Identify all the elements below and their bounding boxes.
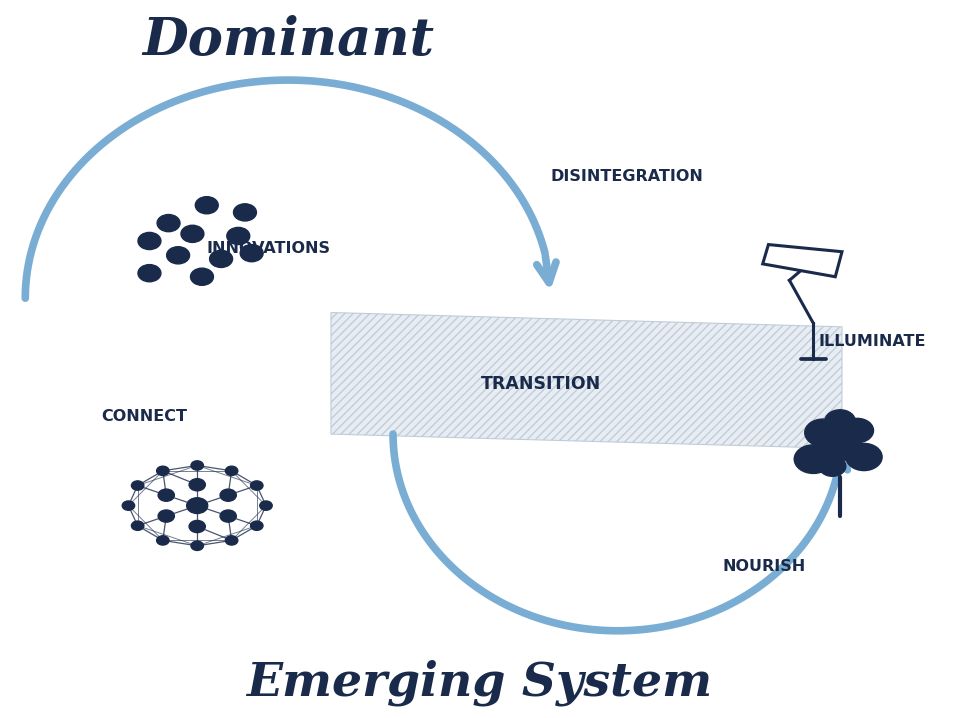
Circle shape: [225, 466, 238, 475]
Circle shape: [220, 510, 237, 522]
Polygon shape: [331, 312, 842, 449]
Text: DISINTEGRATION: DISINTEGRATION: [551, 169, 703, 184]
Circle shape: [156, 466, 169, 475]
Circle shape: [138, 265, 161, 281]
Circle shape: [225, 536, 238, 545]
Circle shape: [195, 197, 218, 214]
Circle shape: [131, 481, 144, 490]
Text: Emerging System: Emerging System: [246, 659, 712, 706]
Circle shape: [191, 268, 214, 285]
Circle shape: [794, 445, 833, 473]
Circle shape: [846, 444, 882, 470]
Circle shape: [841, 419, 874, 443]
Text: NOURISH: NOURISH: [722, 559, 806, 574]
Circle shape: [251, 481, 263, 490]
Circle shape: [167, 247, 190, 264]
Circle shape: [191, 541, 203, 551]
Circle shape: [825, 410, 855, 433]
Circle shape: [251, 521, 263, 531]
Text: TRANSITION: TRANSITION: [481, 375, 602, 393]
Circle shape: [158, 489, 174, 501]
Circle shape: [819, 456, 846, 476]
Text: ILLUMINATE: ILLUMINATE: [818, 334, 925, 349]
Circle shape: [819, 429, 861, 460]
Circle shape: [260, 501, 272, 510]
Circle shape: [210, 251, 233, 267]
Circle shape: [805, 419, 841, 447]
Circle shape: [240, 245, 263, 262]
Circle shape: [123, 501, 135, 510]
Polygon shape: [763, 245, 842, 276]
Circle shape: [189, 479, 205, 491]
Circle shape: [187, 498, 208, 513]
Circle shape: [158, 510, 174, 522]
Text: CONNECT: CONNECT: [102, 409, 188, 424]
Circle shape: [227, 228, 250, 245]
Circle shape: [181, 225, 204, 243]
Circle shape: [220, 489, 237, 501]
Circle shape: [191, 461, 203, 470]
Circle shape: [131, 521, 144, 531]
Circle shape: [157, 215, 180, 232]
Circle shape: [138, 233, 161, 250]
Text: Dominant: Dominant: [142, 15, 434, 66]
Circle shape: [156, 536, 169, 545]
Circle shape: [189, 521, 205, 533]
Text: INNOVATIONS: INNOVATIONS: [207, 241, 331, 256]
Circle shape: [234, 204, 257, 221]
